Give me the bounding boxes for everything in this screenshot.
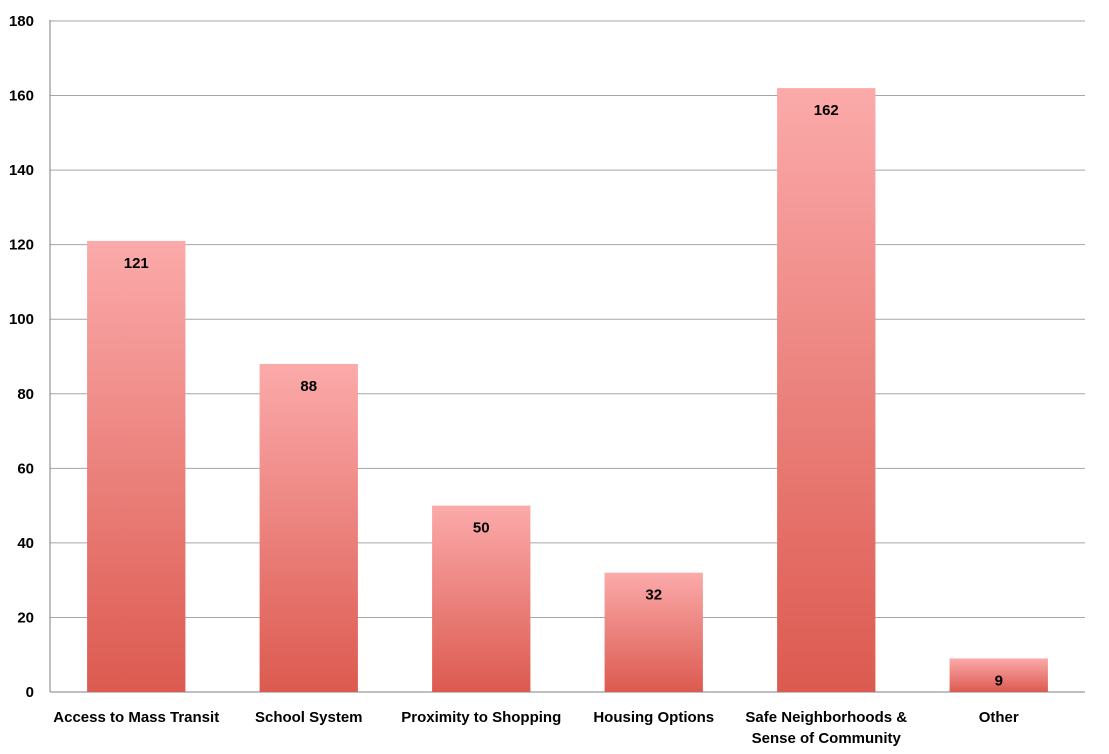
x-tick-label-line: Access to Mass Transit — [53, 709, 219, 726]
x-tick-label: Other — [979, 709, 1019, 726]
y-tick-label: 140 — [9, 162, 34, 179]
x-tick-label: Access to Mass Transit — [53, 709, 219, 726]
y-tick-label: 60 — [17, 460, 34, 477]
data-label: 32 — [645, 587, 662, 604]
bar — [949, 658, 1048, 692]
y-tick-label: 0 — [26, 684, 34, 701]
y-tick-label: 80 — [17, 386, 34, 403]
y-tick-label: 100 — [9, 311, 34, 328]
x-tick-label-line: Other — [979, 709, 1019, 726]
y-tick-label: 180 — [9, 13, 34, 30]
bar — [604, 572, 703, 692]
x-tick-label-line: Housing Options — [593, 709, 714, 726]
bar — [777, 88, 876, 693]
data-label: 50 — [473, 520, 490, 537]
x-tick-label-line: School System — [255, 709, 363, 726]
x-tick-label: Safe Neighborhoods & Sense of Community — [745, 709, 907, 747]
bar — [432, 505, 531, 692]
y-tick-label: 120 — [9, 237, 34, 254]
x-tick-label: School System — [255, 709, 363, 726]
x-tick-label-line: Sense of Community — [752, 730, 902, 747]
data-label: 88 — [300, 378, 317, 395]
bar — [87, 240, 186, 692]
y-tick-label: 20 — [17, 609, 34, 626]
x-tick-label-line: Safe Neighborhoods & — [745, 709, 907, 726]
data-label: 121 — [124, 255, 149, 272]
y-axis-tick-labels: 0 20 40 60 80 100 120 140 160 180 — [9, 13, 34, 701]
x-tick-label-line: Proximity to Shopping — [401, 709, 561, 726]
data-label: 9 — [995, 672, 1003, 689]
data-labels: 121 88 50 32 162 9 — [124, 102, 1003, 689]
axes — [49, 20, 1085, 693]
gridlines — [50, 20, 1085, 618]
y-tick-label: 40 — [17, 535, 34, 552]
x-tick-label: Housing Options — [593, 709, 714, 726]
y-tick-label: 160 — [9, 88, 34, 105]
x-axis-tick-labels: Access to Mass Transit School System Proxi… — [53, 709, 1019, 747]
data-label: 162 — [814, 102, 839, 119]
bar — [259, 363, 358, 692]
x-tick-label: Proximity to Shopping — [401, 709, 561, 726]
bars — [87, 88, 1048, 693]
